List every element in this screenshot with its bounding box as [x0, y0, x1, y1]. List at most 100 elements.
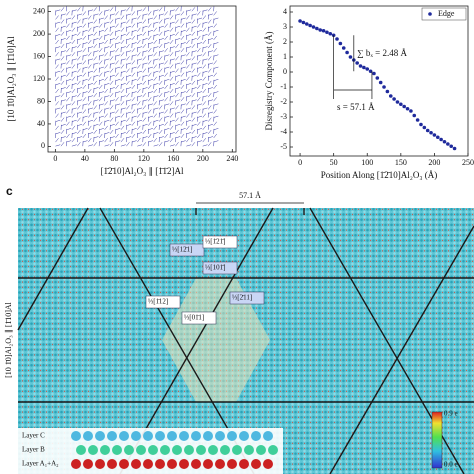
displacement-arrow: [164, 128, 170, 131]
displacement-arrow: [88, 76, 92, 81]
displacement-arrow: [109, 99, 115, 102]
displacement-arrow: [175, 43, 179, 49]
displacement-arrow: [164, 35, 168, 41]
displacement-arrow: [164, 72, 168, 77]
displacement-arrow: [82, 42, 88, 45]
displacement-arrow: [180, 103, 186, 106]
displacement-arrow: [142, 87, 148, 90]
displacement-arrow: [126, 13, 132, 16]
displacement-arrow: [142, 124, 148, 126]
displacement-arrow: [66, 48, 70, 53]
displacement-arrow: [99, 91, 104, 94]
displacement-arrow: [71, 15, 76, 20]
displacement-arrow: [82, 109, 87, 114]
displacement-arrow: [191, 124, 197, 126]
displacement-arrow: [213, 121, 217, 126]
displacement-arrow: [131, 121, 136, 126]
displacement-arrow: [153, 132, 159, 135]
displacement-arrow: [104, 107, 110, 110]
displacement-arrow: [202, 64, 207, 69]
displacement-arrow: [77, 74, 83, 77]
atom: [107, 431, 117, 441]
displacement-arrow: [158, 142, 163, 147]
displacement-arrow: [213, 23, 217, 28]
x-axis-label: Position Along [1̄2̄10]Al₂O₃ (Å): [321, 170, 438, 180]
y-tick-label: 2: [283, 37, 287, 46]
x-axis-label: [1̄2̄10]Al₂O₃ ∥ [1̄1̄2]Al: [101, 166, 184, 176]
vector-label: ⅓[12̄1]: [172, 246, 192, 254]
data-point: [308, 23, 312, 28]
data-point: [419, 122, 423, 127]
displacement-arrow: [153, 9, 159, 12]
displacement-arrow: [169, 27, 174, 32]
displacement-arrow: [137, 144, 143, 147]
displacement-arrow: [169, 52, 174, 57]
atom: [76, 445, 86, 455]
x-tick-label: 200: [428, 158, 440, 167]
displacement-arrow: [77, 56, 81, 61]
displacement-arrow: [93, 68, 97, 73]
displacement-arrow: [191, 111, 197, 114]
displacement-arrow: [180, 91, 186, 94]
displacement-arrow: [213, 109, 217, 114]
displacement-arrow: [88, 52, 92, 57]
displacement-arrow: [169, 137, 174, 143]
vector-label-box: [145, 295, 181, 309]
displacement-arrow: [99, 128, 104, 131]
atom: [95, 431, 105, 441]
displacement-arrow: [66, 133, 70, 139]
displacement-arrow: [186, 125, 190, 130]
displacement-arrow: [191, 56, 196, 61]
displacement-arrow: [131, 29, 137, 32]
atom: [71, 431, 81, 441]
data-point: [365, 67, 370, 71]
displacement-arrow: [131, 97, 136, 102]
displacement-arrow: [131, 79, 137, 81]
displacement-arrow: [158, 80, 163, 85]
displacement-arrow: [55, 113, 59, 118]
displacement-arrow: [175, 56, 179, 61]
displacement-arrow: [191, 68, 196, 73]
displacement-arrow: [191, 80, 196, 85]
displacement-arrow: [213, 66, 219, 69]
x-tick-label: 200: [197, 154, 209, 163]
displacement-arrow: [93, 142, 97, 147]
displacement-arrow: [186, 119, 192, 122]
data-point: [415, 118, 420, 122]
displacement-arrow: [71, 64, 76, 69]
displacement-arrow: [126, 50, 132, 53]
displacement-arrow: [77, 124, 83, 126]
displacement-arrow: [126, 38, 132, 41]
displacement-arrow: [93, 80, 97, 85]
displacement-arrow: [120, 132, 126, 135]
displacement-arrow: [109, 111, 115, 114]
displacement-arrow: [213, 103, 219, 106]
panel-c: 57.1 Å c [10 1̄0]Al₂O₃ ∥ [1̄10]Al ⅓[12̄1…: [4, 184, 474, 474]
displacement-arrow: [109, 38, 115, 41]
displacement-arrow: [88, 64, 92, 69]
displacement-arrow: [191, 25, 197, 28]
displacement-arrow: [88, 113, 92, 118]
displacement-arrow: [88, 70, 94, 73]
displacement-arrow: [126, 25, 132, 28]
displacement-arrow: [175, 136, 181, 139]
displacement-arrow: [104, 52, 108, 57]
displacement-arrow: [142, 25, 148, 28]
x-tick-label: 100: [361, 158, 373, 167]
displacement-arrow: [142, 68, 147, 73]
displacement-arrow: [169, 144, 175, 147]
displacement-arrow: [202, 107, 208, 110]
displacement-arrow: [109, 68, 114, 73]
displacement-arrow: [180, 48, 185, 53]
displacement-arrow: [88, 34, 94, 37]
displacement-arrow: [208, 124, 214, 126]
displacement-arrow: [88, 132, 94, 135]
displacement-arrow: [55, 39, 59, 45]
displacement-arrow: [180, 121, 185, 126]
displacement-arrow: [158, 43, 163, 49]
displacement-arrow: [77, 129, 81, 135]
displacement-arrow: [153, 27, 157, 32]
displacement-arrow: [208, 99, 214, 102]
y-tick-label: 160: [33, 51, 45, 60]
displacement-arrow: [93, 74, 99, 77]
